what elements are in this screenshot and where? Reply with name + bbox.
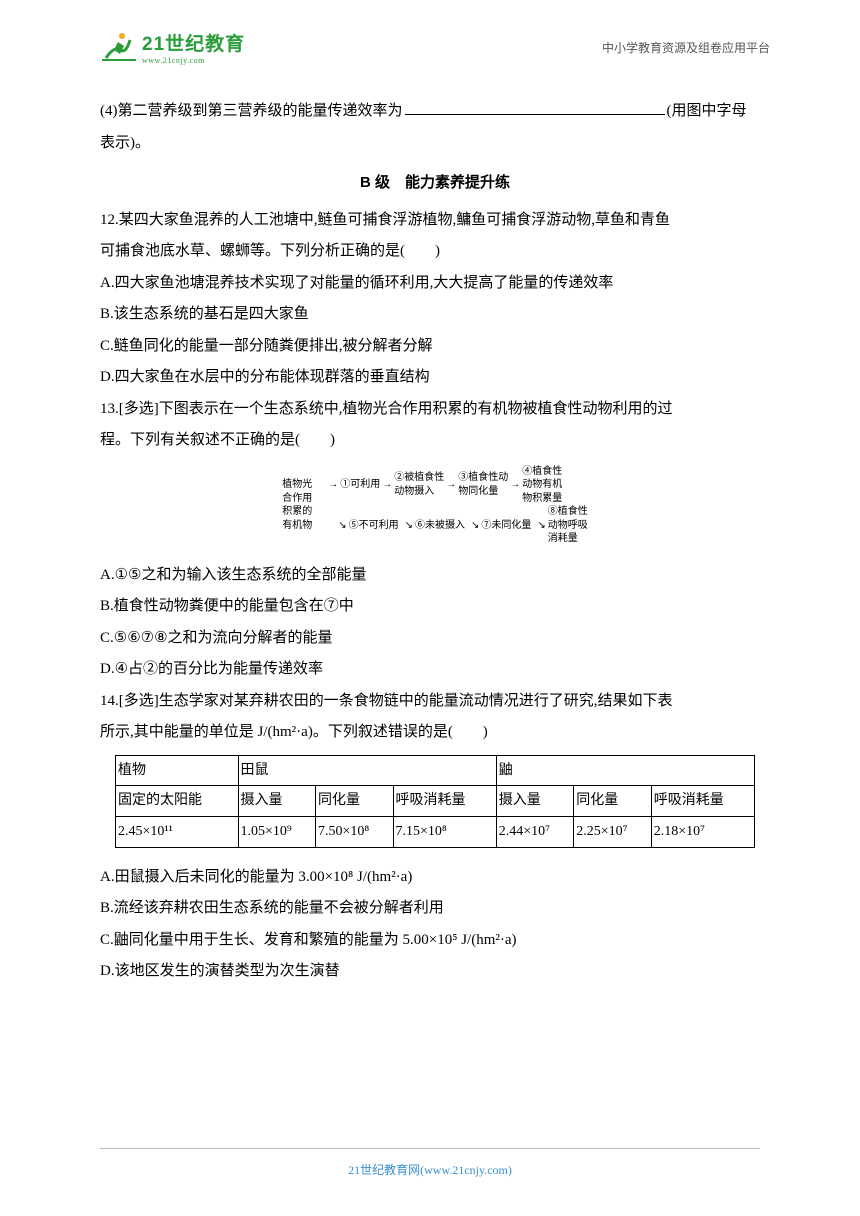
diag-n8l3: 消耗量 xyxy=(548,533,578,544)
blank-underline xyxy=(405,114,665,115)
th-sub5: 摄入量 xyxy=(496,786,573,817)
diag-n8l2: 动物呼吸 xyxy=(548,520,588,531)
page-content: (4)第二营养级到第三营养级的能量传递效率为 (用图中字母 表示)。 B 级 能力… xyxy=(0,76,860,988)
th-plant: 植物 xyxy=(116,755,239,786)
logo-sub: www.21cnjy.com xyxy=(142,56,245,65)
arrow-icon: → xyxy=(382,478,392,492)
table-row: 2.45×10¹¹ 1.05×10⁹ 7.50×10⁸ 7.15×10⁸ 2.4… xyxy=(116,817,755,848)
th-sub7: 呼吸消耗量 xyxy=(651,786,754,817)
q14-optD: D.该地区发生的演替类型为次生演替 xyxy=(100,956,770,988)
td-v3: 7.50×10⁸ xyxy=(316,817,393,848)
q13-optC: C.⑤⑥⑦⑧之和为流向分解者的能量 xyxy=(100,623,770,655)
footer-divider xyxy=(100,1148,760,1149)
diag-n3l2: 物同化量 xyxy=(458,486,498,497)
arrow-icon: ↘ xyxy=(405,519,413,533)
td-v4: 7.15×10⁸ xyxy=(393,817,496,848)
q4-prefix: (4)第二营养级到第三营养级的能量传递效率为 xyxy=(100,103,403,119)
q12-optC: C.鲢鱼同化的能量一部分随粪便排出,被分解者分解 xyxy=(100,331,770,363)
arrow-icon: → xyxy=(446,478,456,492)
q12-stem1: 12.某四大家鱼混养的人工池塘中,鲢鱼可捕食浮游植物,鳙鱼可捕食浮游动物,草鱼和… xyxy=(100,205,770,237)
q14-optB: B.流经该弃耕农田生态系统的能量不会被分解者利用 xyxy=(100,893,770,925)
logo: 21世纪教育 www.21cnjy.com xyxy=(100,28,245,66)
diag-n4l1: ④植食性 xyxy=(522,466,562,477)
q4-line2: 表示)。 xyxy=(100,128,770,160)
diag-n1: ①可利用 xyxy=(340,478,380,492)
arrow-icon: ↘ xyxy=(537,519,545,533)
q13-optD: D.④占②的百分比为能量传递效率 xyxy=(100,654,770,686)
td-v6: 2.25×10⁷ xyxy=(574,817,651,848)
th-sub6: 同化量 xyxy=(574,786,651,817)
diag-left-l3: 积累的 xyxy=(282,505,326,519)
header-right-text: 中小学教育资源及组卷应用平台 xyxy=(602,39,770,56)
logo-main: 21世纪教育 xyxy=(142,29,245,56)
th-sub4: 呼吸消耗量 xyxy=(393,786,496,817)
diag-n4l3: 物积累量 xyxy=(522,493,562,504)
q13-optA: A.①⑤之和为输入该生态系统的全部能量 xyxy=(100,560,770,592)
q14-stem2: 所示,其中能量的单位是 J/(hm²·a)。下列叙述错误的是( ) xyxy=(100,717,770,749)
diag-left-l2: 合作用 xyxy=(282,492,326,506)
arrow-icon: → xyxy=(510,478,520,492)
td-v7: 2.18×10⁷ xyxy=(651,817,754,848)
page-footer: 21世纪教育网(www.21cnjy.com) xyxy=(0,1148,860,1178)
diag-n6: ⑥未被摄入 xyxy=(415,519,465,533)
diag-n2l1: ②被植食性 xyxy=(394,472,444,483)
diag-left-l4: 有机物 xyxy=(282,519,326,533)
th-mouse: 田鼠 xyxy=(238,755,496,786)
q13-diagram: 植物光 合作用 积累的 有机物 → ①可利用 → ②被植食性动物摄入 → ③植食… xyxy=(100,465,770,546)
section-b-title: B 级 能力素养提升练 xyxy=(100,167,770,199)
td-v1: 2.45×10¹¹ xyxy=(116,817,239,848)
diag-n4l2: 动物有机 xyxy=(522,479,562,490)
th-sub2: 摄入量 xyxy=(238,786,315,817)
q13-stem1: 13.[多选]下图表示在一个生态系统中,植物光合作用积累的有机物被植食性动物利用… xyxy=(100,394,770,426)
q13-optB: B.植食性动物粪便中的能量包含在⑦中 xyxy=(100,591,770,623)
arrow-icon: ↘ xyxy=(338,519,346,533)
q4-line1: (4)第二营养级到第三营养级的能量传递效率为 (用图中字母 xyxy=(100,96,770,128)
q12-stem2: 可捕食池底水草、螺蛳等。下列分析正确的是( ) xyxy=(100,236,770,268)
diag-n8l1: ⑧植食性 xyxy=(548,506,588,517)
th-sub1: 固定的太阳能 xyxy=(116,786,239,817)
q14-optA: A.田鼠摄入后未同化的能量为 3.00×10⁸ J/(hm²·a) xyxy=(100,862,770,894)
diag-left-l1: 植物光 xyxy=(282,478,326,492)
q14-stem1: 14.[多选]生态学家对某弃耕农田的一条食物链中的能量流动情况进行了研究,结果如… xyxy=(100,686,770,718)
th-sub3: 同化量 xyxy=(316,786,393,817)
arrow-icon: ↘ xyxy=(471,519,479,533)
diag-n2l2: 动物摄入 xyxy=(394,486,434,497)
q14-table: 植物 田鼠 鼬 固定的太阳能 摄入量 同化量 呼吸消耗量 摄入量 同化量 呼吸消… xyxy=(115,755,755,848)
q12-optA: A.四大家鱼池塘混养技术实现了对能量的循环利用,大大提高了能量的传递效率 xyxy=(100,268,770,300)
page-header: 21世纪教育 www.21cnjy.com 中小学教育资源及组卷应用平台 xyxy=(0,0,860,76)
q12-optD: D.四大家鱼在水层中的分布能体现群落的垂直结构 xyxy=(100,362,770,394)
q12-optB: B.该生态系统的基石是四大家鱼 xyxy=(100,299,770,331)
q13-stem2: 程。下列有关叙述不正确的是( ) xyxy=(100,425,770,457)
runner-icon xyxy=(100,28,138,66)
q4-suffix: (用图中字母 xyxy=(667,103,747,119)
q14-optC: C.鼬同化量中用于生长、发育和繁殖的能量为 5.00×10⁵ J/(hm²·a) xyxy=(100,925,770,957)
table-row: 植物 田鼠 鼬 xyxy=(116,755,755,786)
diag-n7: ⑦未同化量 xyxy=(481,519,531,533)
diag-n3l1: ③植食性动 xyxy=(458,472,508,483)
diag-n5: ⑤不可利用 xyxy=(349,519,399,533)
arrow-icon: → xyxy=(328,478,338,492)
logo-text: 21世纪教育 www.21cnjy.com xyxy=(142,29,245,65)
footer-text: 21世纪教育网(www.21cnjy.com) xyxy=(348,1163,512,1177)
th-weasel: 鼬 xyxy=(496,755,754,786)
td-v2: 1.05×10⁹ xyxy=(238,817,315,848)
table-row: 固定的太阳能 摄入量 同化量 呼吸消耗量 摄入量 同化量 呼吸消耗量 xyxy=(116,786,755,817)
td-v5: 2.44×10⁷ xyxy=(496,817,573,848)
